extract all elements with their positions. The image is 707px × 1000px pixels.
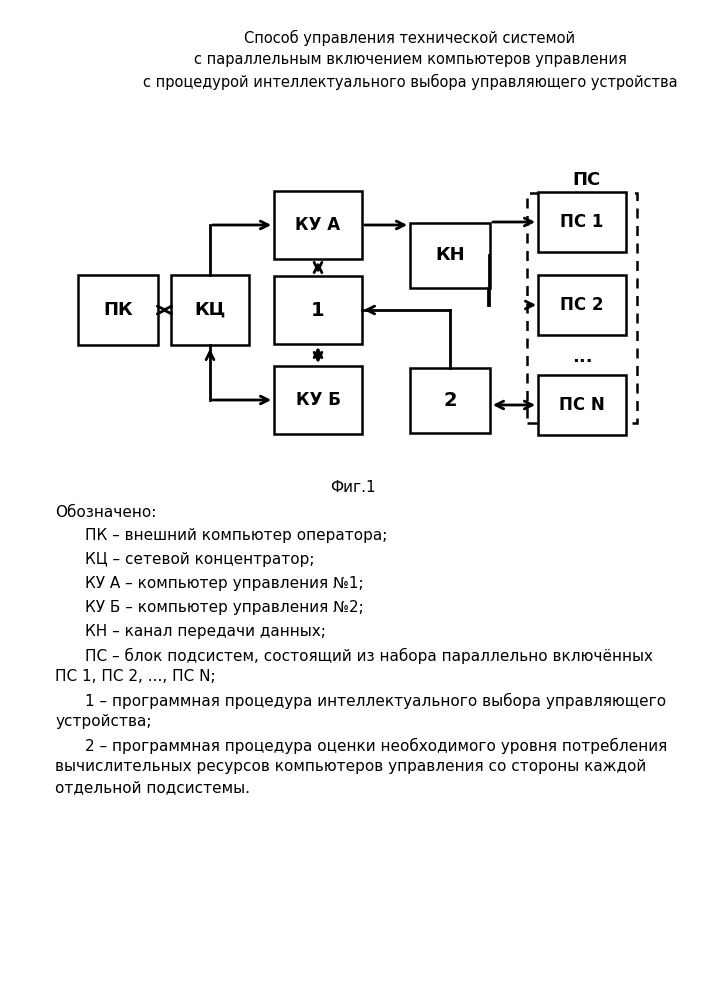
Text: КЦ: КЦ: [194, 301, 226, 319]
Text: КУ Б – компьютер управления №2;: КУ Б – компьютер управления №2;: [85, 600, 363, 615]
Bar: [171, 275, 249, 345]
Text: 1: 1: [311, 300, 325, 320]
Bar: [410, 367, 490, 432]
Text: ПС 2: ПС 2: [560, 296, 604, 314]
Text: ПС N: ПС N: [559, 396, 605, 414]
Bar: [538, 375, 626, 435]
Text: ПС: ПС: [573, 171, 601, 189]
Text: отдельной подсистемы.: отдельной подсистемы.: [55, 780, 250, 795]
Text: ...: ...: [572, 348, 592, 366]
Text: ПС 1: ПС 1: [561, 213, 604, 231]
Text: с параллельным включением компьютеров управления: с параллельным включением компьютеров уп…: [194, 52, 626, 67]
Bar: [538, 192, 626, 252]
Text: КУ А: КУ А: [296, 216, 341, 234]
Text: Способ управления технической системой: Способ управления технической системой: [245, 30, 575, 46]
Bar: [538, 275, 626, 335]
Bar: [274, 276, 362, 344]
Bar: [527, 193, 637, 423]
Text: ПК – внешний компьютер оператора;: ПК – внешний компьютер оператора;: [85, 528, 387, 543]
Text: 1 – программная процедура интеллектуального выбора управляющего: 1 – программная процедура интеллектуальн…: [85, 693, 666, 709]
Text: ПК: ПК: [103, 301, 133, 319]
Bar: [274, 191, 362, 259]
Bar: [410, 223, 490, 288]
Text: КН – канал передачи данных;: КН – канал передачи данных;: [85, 624, 326, 639]
Text: КУ А – компьютер управления №1;: КУ А – компьютер управления №1;: [85, 576, 363, 591]
Text: вычислительных ресурсов компьютеров управления со стороны каждой: вычислительных ресурсов компьютеров упра…: [55, 759, 646, 774]
Text: Обозначено:: Обозначено:: [55, 505, 156, 520]
Text: Фиг.1: Фиг.1: [330, 480, 376, 495]
Text: ПС – блок подсистем, состоящий из набора параллельно включённых: ПС – блок подсистем, состоящий из набора…: [85, 648, 653, 664]
Text: 2: 2: [443, 390, 457, 410]
Bar: [274, 366, 362, 434]
Bar: [78, 275, 158, 345]
Text: КУ Б: КУ Б: [296, 391, 341, 409]
Text: ПС 1, ПС 2, ..., ПС N;: ПС 1, ПС 2, ..., ПС N;: [55, 669, 216, 684]
Text: с процедурой интеллектуального выбора управляющего устройства: с процедурой интеллектуального выбора уп…: [143, 74, 677, 90]
Text: устройства;: устройства;: [55, 714, 151, 729]
Text: КН: КН: [436, 246, 464, 264]
Text: 2 – программная процедура оценки необходимого уровня потребления: 2 – программная процедура оценки необход…: [85, 738, 667, 754]
Text: КЦ – сетевой концентратор;: КЦ – сетевой концентратор;: [85, 552, 315, 567]
